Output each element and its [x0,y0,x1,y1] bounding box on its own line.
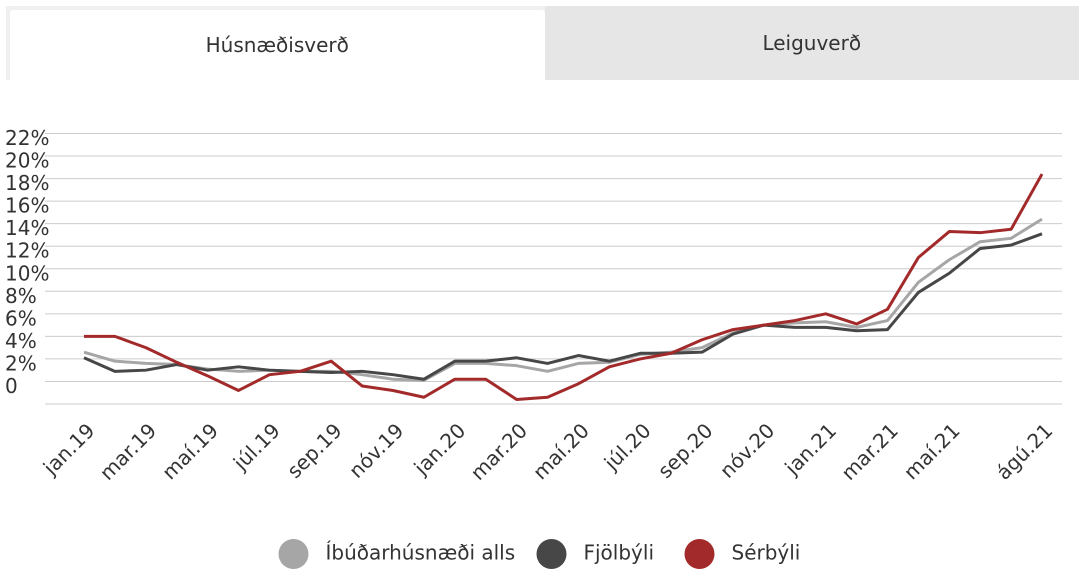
legend-label: Íbúðarhúsnæði alls [326,541,516,565]
x-tick-label: sep.20 [653,418,718,483]
x-tick-label: maí.19 [157,418,223,484]
legend-label: Sérbýli [732,541,801,565]
y-tick-label: 14% [5,216,49,240]
x-tick-label: mar.20 [466,418,532,484]
series-line [84,173,1044,401]
legend-swatch [684,539,715,569]
series-line [83,217,1043,382]
y-tick-label: 6% [5,306,37,330]
x-tick-label: jan.20 [409,418,471,480]
x-tick-label: jan.19 [38,418,100,480]
y-tick-label: 16% [5,194,49,218]
y-tick-label: 18% [5,171,49,195]
x-tick-label: mar.19 [95,418,161,484]
x-tick-label: nóv.19 [344,418,408,482]
x-tick-label: maí.21 [899,418,965,484]
tab-bar: Húsnæðisverð Leiguverð [6,6,1079,80]
tab[interactable]: Leiguverð [544,6,1079,80]
x-tick-label: mar.21 [836,418,902,484]
legend-swatch [278,539,309,569]
x-tick-label: júl.19 [228,418,285,475]
x-tick-label: jan.21 [779,418,841,480]
y-tick-label: 12% [5,239,49,263]
y-tick-label: 20% [5,149,49,173]
y-tick-label: 2% [5,351,37,375]
tab[interactable]: Húsnæðisverð [10,10,545,80]
y-tick-label: 22% [5,126,49,150]
x-tick-label: sep.19 [282,418,347,483]
x-tick-label: nóv.20 [715,418,779,482]
y-tick-label: 10% [5,261,49,285]
x-tick-label: ágú.21 [991,418,1057,484]
y-tick-label: 0 [5,374,18,398]
series-line [83,232,1043,381]
y-tick-label: 8% [5,284,37,308]
y-tick-label: 4% [5,329,37,353]
legend-label: Fjölbýli [584,541,655,565]
legend-swatch [536,539,567,569]
x-tick-label: maí.20 [528,418,594,484]
x-tick-label: júl.20 [599,418,656,475]
